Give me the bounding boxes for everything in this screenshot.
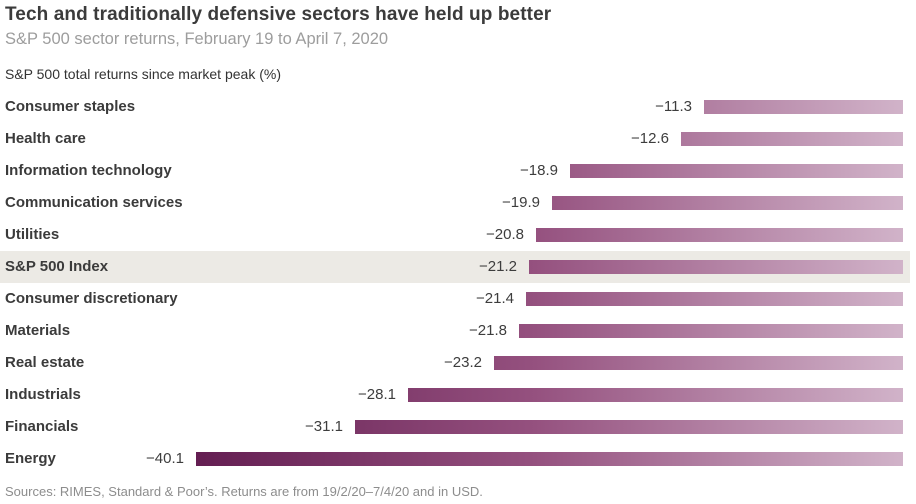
chart-row-highlighted: S&P 500 Index −21.2 [0, 251, 910, 283]
chart-row: Communication services −19.9 [0, 187, 910, 219]
chart-row: Financials −31.1 [0, 411, 910, 443]
bar [704, 100, 903, 114]
sector-label: Energy [5, 450, 56, 467]
bar [408, 388, 903, 402]
value-label: −21.8 [469, 322, 507, 339]
bar [536, 228, 903, 242]
bar [681, 132, 903, 146]
value-label: −23.2 [444, 354, 482, 371]
chart-row: Real estate −23.2 [0, 347, 910, 379]
bar [355, 420, 903, 434]
source-note: Sources: RIMES, Standard & Poor’s. Retur… [5, 484, 483, 499]
value-label: −21.2 [479, 258, 517, 275]
chart-title: Tech and traditionally defensive sectors… [5, 4, 552, 25]
chart-row: Consumer staples −11.3 [0, 91, 910, 123]
chart-subtitle: S&P 500 sector returns, February 19 to A… [5, 30, 389, 48]
sector-label: Health care [5, 130, 86, 147]
chart-row: Consumer discretionary −21.4 [0, 283, 910, 315]
sector-label: Consumer discretionary [5, 290, 178, 307]
sector-label: Financials [5, 418, 79, 435]
bar [570, 164, 903, 178]
chart-row: Industrials −28.1 [0, 379, 910, 411]
sector-label: Industrials [5, 386, 81, 403]
value-label: −20.8 [486, 226, 524, 243]
bar [552, 196, 903, 210]
value-label: −18.9 [520, 162, 558, 179]
chart-row: Health care −12.6 [0, 123, 910, 155]
sector-label: Materials [5, 322, 71, 339]
sector-label: Consumer staples [5, 98, 136, 115]
sector-label: Information technology [5, 162, 172, 179]
value-label: −28.1 [358, 386, 396, 403]
sector-label: Real estate [5, 354, 85, 371]
value-label: −31.1 [305, 418, 343, 435]
value-label: −19.9 [502, 194, 540, 211]
sector-label: Communication services [5, 194, 183, 211]
sector-label: Utilities [5, 226, 60, 243]
chart-row: Information technology −18.9 [0, 155, 910, 187]
bar [196, 452, 903, 466]
value-label: −21.4 [476, 290, 514, 307]
bar [529, 260, 903, 274]
bar [519, 324, 903, 338]
bar-chart-area: Consumer staples −11.3 Health care −12.6 Inf… [0, 91, 916, 475]
value-label: −12.6 [631, 130, 669, 147]
chart-row: Energy −40.1 [0, 443, 910, 475]
sector-label: S&P 500 Index [5, 258, 109, 275]
value-axis-label: S&P 500 total returns since market peak … [5, 66, 281, 82]
bar [494, 356, 903, 370]
bar [526, 292, 903, 306]
chart-row: Utilities −20.8 [0, 219, 910, 251]
value-label: −40.1 [146, 450, 184, 467]
value-label: −11.3 [655, 98, 692, 115]
chart-row: Materials −21.8 [0, 315, 910, 347]
